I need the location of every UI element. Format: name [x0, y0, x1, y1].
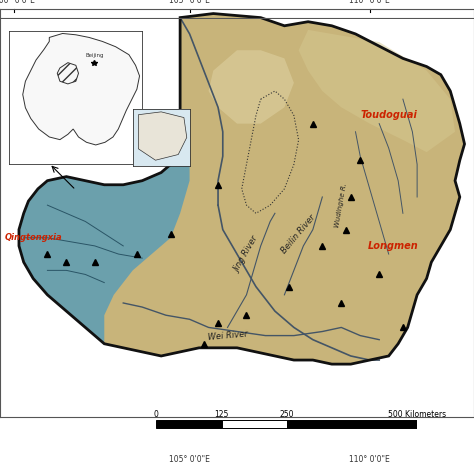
Bar [222, 420, 287, 428]
Text: Wei River: Wei River [207, 329, 248, 342]
Text: Qingtongxia: Qingtongxia [4, 233, 62, 242]
Polygon shape [299, 30, 455, 152]
Text: Beilin River: Beilin River [280, 212, 318, 255]
Text: Jing River: Jing River [233, 235, 260, 273]
Text: 250: 250 [280, 410, 294, 419]
Text: Beijing: Beijing [85, 54, 104, 58]
Text: 105° 0'0"E: 105° 0'0"E [169, 0, 210, 5]
Text: 125: 125 [214, 410, 229, 419]
Text: Wudinghe R.: Wudinghe R. [335, 182, 348, 228]
Text: 0: 0 [154, 410, 159, 419]
Polygon shape [19, 124, 190, 344]
Polygon shape [209, 50, 294, 124]
Bar [287, 420, 417, 428]
Text: 500 Kilometers: 500 Kilometers [388, 410, 446, 419]
Text: Longmen: Longmen [368, 241, 419, 251]
Text: Toudoguai: Toudoguai [360, 110, 417, 120]
Text: 110° 0'0"E: 110° 0'0"E [349, 0, 390, 5]
Polygon shape [19, 14, 465, 364]
Text: 110° 0'0"E: 110° 0'0"E [349, 456, 390, 464]
Polygon shape [23, 34, 139, 145]
Bar [156, 420, 222, 428]
Text: 105° 0'0"E: 105° 0'0"E [169, 456, 210, 464]
Text: 100° 0'0"E: 100° 0'0"E [0, 0, 35, 5]
Polygon shape [138, 112, 187, 160]
